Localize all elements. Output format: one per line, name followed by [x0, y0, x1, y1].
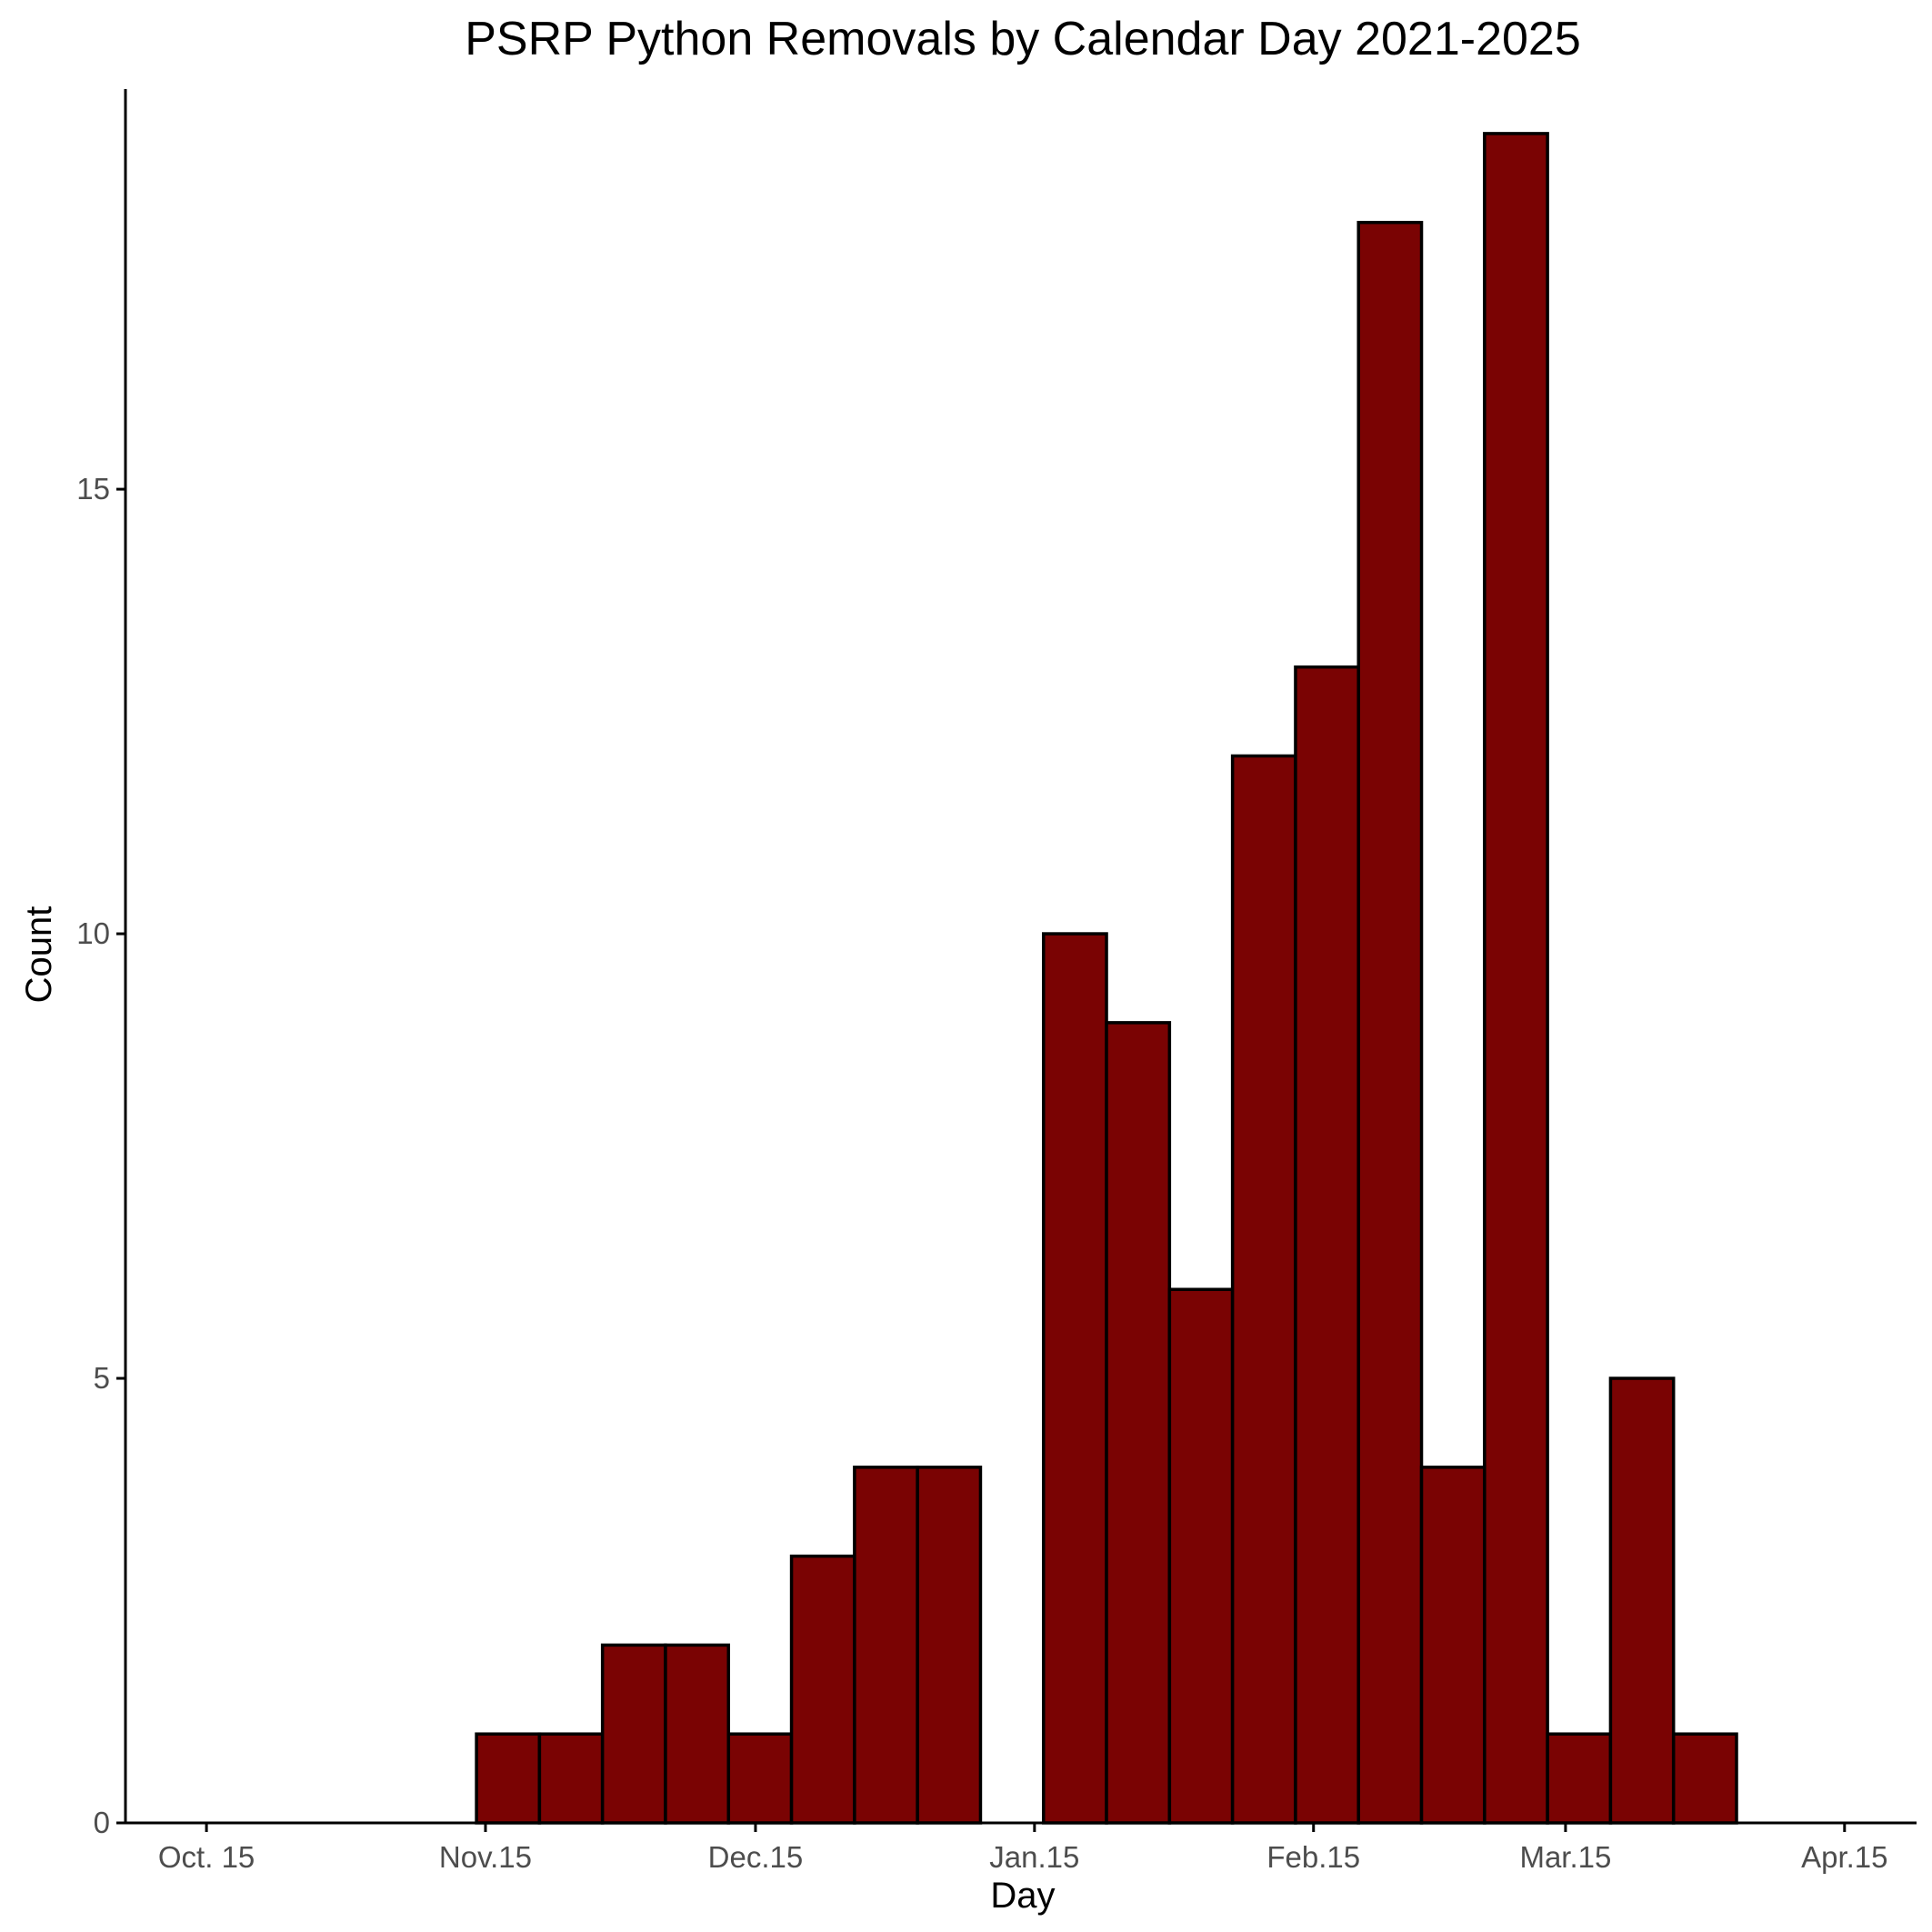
- x-tick-label: Dec.15: [708, 1840, 804, 1874]
- bar-bin-10: [1041, 932, 1108, 1825]
- x-axis-ticks: Oct. 15 Nov.15 Dec.15 Jan.15 Feb.15 Mar.15 Apr…: [158, 1823, 1888, 1874]
- bar-bin-4: [664, 1643, 731, 1825]
- x-tick-label: Feb.15: [1266, 1840, 1360, 1874]
- x-tick-label: Nov.15: [439, 1840, 532, 1874]
- bar-bin-7: [853, 1466, 919, 1825]
- x-tick-label: Mar.15: [1519, 1840, 1611, 1874]
- bar-bin-1: [475, 1732, 542, 1825]
- chart-title: PSRP Python Removals by Calendar Day 202…: [465, 13, 1581, 65]
- x-tick-label: Apr.15: [1801, 1840, 1887, 1874]
- bar-bin-5: [726, 1732, 794, 1825]
- bar-bin-20: [1671, 1732, 1738, 1825]
- axes-group: [124, 89, 1917, 1825]
- y-tick-label: 5: [94, 1361, 110, 1395]
- bar-bin-15: [1356, 220, 1424, 1825]
- bar-bin-8: [916, 1466, 983, 1825]
- bar-bin-3: [600, 1643, 667, 1825]
- bar-bin-16: [1419, 1466, 1487, 1825]
- bar-bin-19: [1608, 1376, 1676, 1825]
- bar-bin-11: [1105, 1021, 1172, 1825]
- x-tick-label: Oct. 15: [158, 1840, 255, 1874]
- bar-bin-14: [1294, 665, 1360, 1825]
- y-axis-ticks: 0 5 10 15: [76, 472, 125, 1839]
- bars-group: [475, 132, 1738, 1825]
- bar-bin-17: [1483, 132, 1549, 1825]
- y-tick-label: 15: [76, 472, 110, 506]
- bar-bin-6: [789, 1554, 856, 1825]
- y-tick-label: 10: [76, 916, 110, 950]
- x-axis-title: Day: [990, 1876, 1055, 1916]
- y-tick-label: 0: [94, 1806, 110, 1839]
- bar-bin-12: [1167, 1287, 1235, 1825]
- bar-bin-13: [1230, 754, 1297, 1825]
- bar-bin-18: [1546, 1732, 1613, 1825]
- bar-bin-2: [537, 1732, 605, 1825]
- y-axis-title: Count: [19, 906, 59, 1004]
- x-tick-label: Jan.15: [989, 1840, 1079, 1874]
